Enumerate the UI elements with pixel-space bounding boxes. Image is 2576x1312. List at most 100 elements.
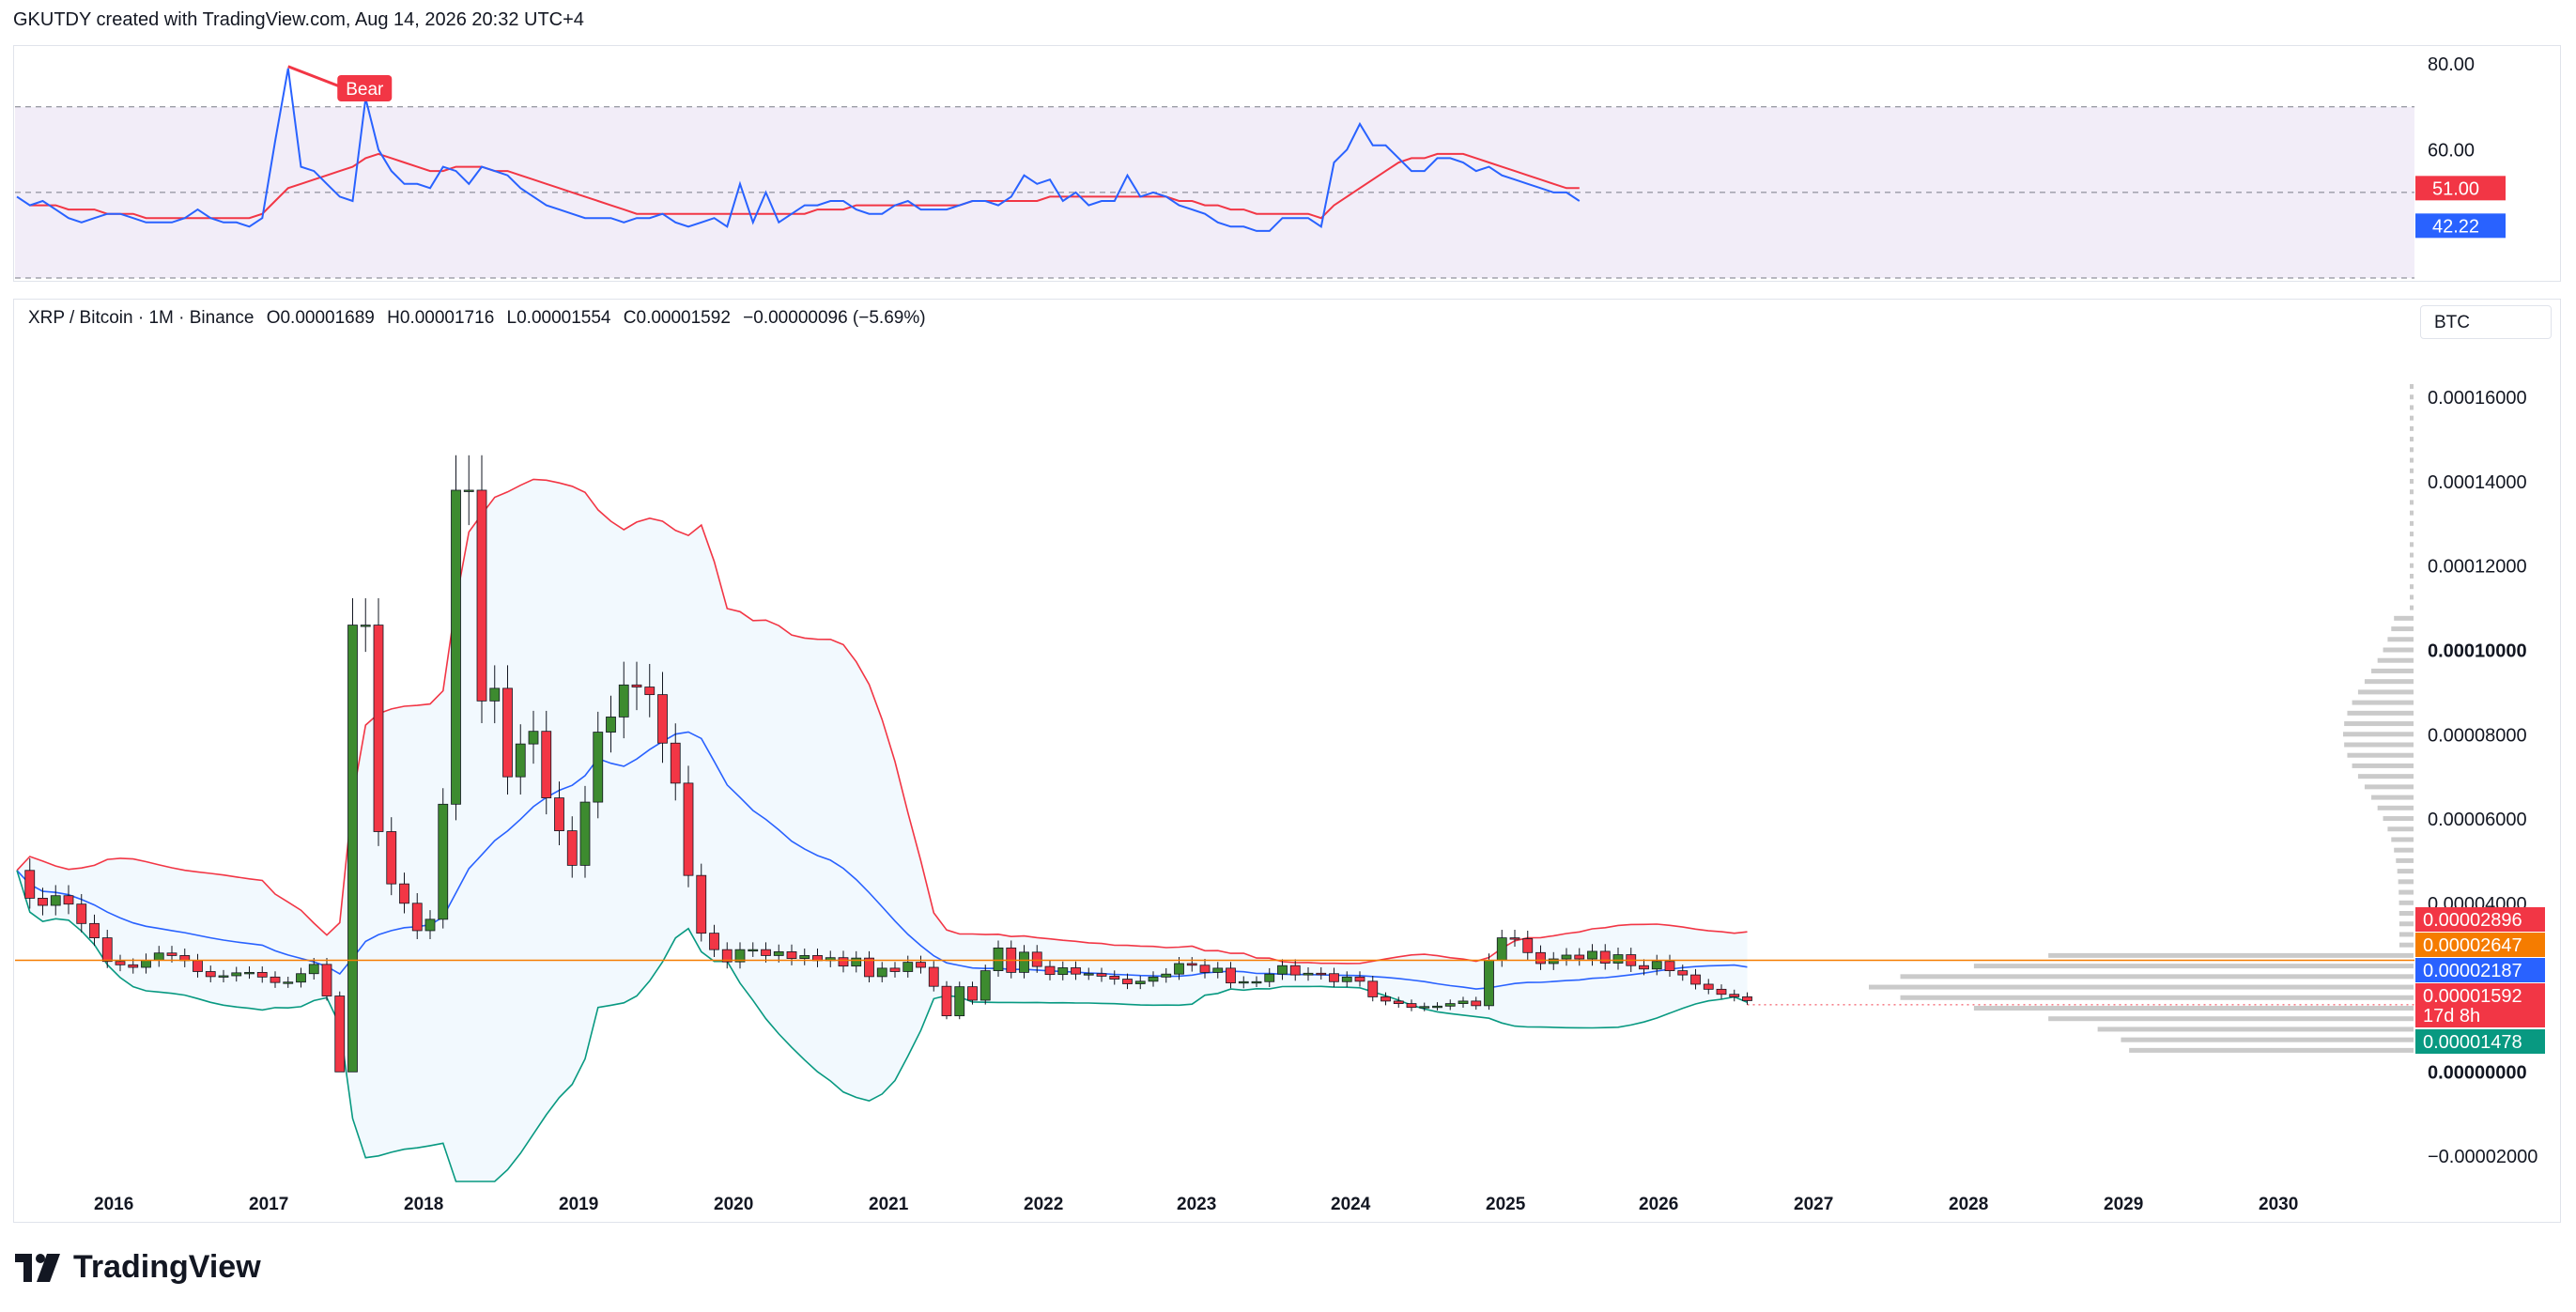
candle-body <box>941 985 952 1017</box>
candle-body <box>141 959 151 968</box>
volume-profile-bar <box>2391 837 2414 842</box>
tradingview-logo[interactable]: TradingView <box>15 1249 261 1286</box>
volume-profile-bar <box>2399 900 2414 905</box>
volume-profile-bar <box>2383 647 2414 653</box>
volume-profile-bar <box>2377 805 2414 810</box>
volume-profile-bar <box>1869 984 2414 990</box>
volume-profile-bar <box>2357 774 2414 779</box>
volume-profile-bar <box>2121 1037 2414 1042</box>
candle-body <box>1238 980 1249 984</box>
candle-body <box>696 874 707 934</box>
candle-body <box>1703 983 1714 990</box>
candle-body <box>670 742 681 784</box>
volume-profile-bar <box>2391 626 2414 632</box>
time-axis-tick-label: 2029 <box>2104 1195 2143 1214</box>
price-axis-tick-label: 0.00008000 <box>2428 725 2527 746</box>
price-level-label: 0.00002187 <box>2423 961 2522 981</box>
volume-profile-bar <box>2129 1047 2414 1053</box>
price-panel[interactable] <box>13 299 2561 1223</box>
time-axis-tick-label: 2030 <box>2259 1195 2298 1214</box>
volume-profile-bar <box>2398 879 2414 885</box>
candle-body <box>1574 954 1585 960</box>
candle-body <box>1587 950 1597 960</box>
candle-body <box>502 687 513 778</box>
candle-body <box>773 951 784 956</box>
candle-body <box>128 964 139 968</box>
candle-body <box>1496 937 1507 961</box>
candle-body <box>902 962 914 972</box>
candle-body <box>463 489 474 492</box>
candle-body <box>1406 1003 1417 1009</box>
candle-body <box>1071 967 1081 975</box>
volume-profile-bar <box>2410 425 2414 431</box>
volume-profile-bar <box>2410 405 2414 410</box>
candle-body <box>528 731 539 745</box>
candle-body <box>954 986 965 1017</box>
candle-body <box>360 625 371 627</box>
candle-body <box>889 967 901 972</box>
candle-body <box>321 964 332 996</box>
candle-body <box>1057 967 1069 976</box>
candle-body <box>244 971 255 975</box>
volume-profile-bar <box>2399 942 2414 948</box>
candle-body <box>1289 965 1301 976</box>
candle-body <box>1354 976 1365 982</box>
volume-profile-bar <box>2344 721 2414 727</box>
price-level-label: 0.00002896 <box>2423 910 2522 931</box>
candle-body <box>1212 967 1224 973</box>
candle-body <box>1690 974 1701 985</box>
candle-body <box>1148 976 1159 982</box>
bollinger-lower-line <box>16 870 1748 1182</box>
time-axis-tick-label: 2025 <box>1486 1195 1526 1214</box>
volume-profile-bar <box>1973 1005 2414 1011</box>
price-level-tag <box>2415 983 2545 1027</box>
price-level-label: 0.00001478 <box>2423 1032 2522 1053</box>
legend-symbol: XRP / Bitcoin · 1M · Binance <box>28 308 255 328</box>
volume-profile-bar <box>2410 520 2414 526</box>
candle-body <box>1548 958 1559 965</box>
time-axis-tick-label: 2028 <box>1949 1195 1988 1214</box>
candle-body <box>1471 1000 1482 1007</box>
candle-body <box>1561 954 1572 960</box>
volume-profile-bar <box>2394 847 2414 853</box>
candle-body <box>1277 965 1288 975</box>
time-axis-tick-label: 2016 <box>94 1195 133 1214</box>
legend-high: H0.00001716 <box>387 308 495 328</box>
volume-profile-bar <box>2097 1026 2414 1032</box>
volume-profile-bar <box>2048 1016 2414 1022</box>
volume-profile-bar <box>2410 584 2414 590</box>
bollinger-band-fill <box>17 479 1748 1181</box>
price-level-label: 0.00002647 <box>2423 935 2522 956</box>
volume-profile-bar <box>2410 532 2414 537</box>
candle-body <box>1264 973 1275 982</box>
candle-body <box>748 949 759 952</box>
volume-profile-bar <box>2410 573 2414 579</box>
candle-body <box>799 955 810 959</box>
price-axis-tick-label: 0.00014000 <box>2428 472 2527 493</box>
volume-profile-bar <box>2383 816 2414 822</box>
rsi-line <box>16 68 1581 232</box>
volume-profile-bar <box>2410 437 2414 442</box>
candle-body <box>993 947 1004 971</box>
candle-body <box>1535 951 1546 965</box>
candle-body <box>1742 996 1752 1001</box>
candle-body <box>1134 980 1146 984</box>
candle-body <box>1161 973 1172 978</box>
candle-body <box>1599 950 1611 964</box>
candle-body <box>205 971 216 978</box>
candle-body <box>967 986 978 1001</box>
currency-unit-button[interactable]: BTC <box>2420 305 2552 339</box>
symbol-legend: XRP / Bitcoin · 1M · Binance O0.00001689… <box>28 308 933 329</box>
candle-body <box>1186 963 1197 966</box>
rsi-axis-tick-label: 60.00 <box>2428 140 2475 161</box>
chart-header: GKUTDY created with TradingView.com, Aug… <box>13 9 584 30</box>
volume-profile-bar <box>2364 784 2414 790</box>
candle-body <box>1199 965 1211 973</box>
candle-body <box>1509 937 1520 940</box>
volume-profile-bar <box>2399 932 2414 937</box>
rsi-last-value-tag <box>2415 213 2506 239</box>
volume-profile-bar <box>2357 689 2414 695</box>
candle-body <box>876 967 887 978</box>
volume-profile-bar <box>1900 995 2414 1000</box>
